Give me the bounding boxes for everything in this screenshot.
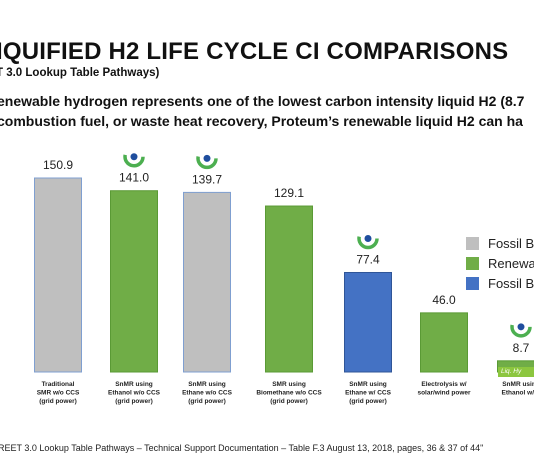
proteum-logo-dot	[517, 323, 525, 331]
legend-swatch-green	[466, 257, 479, 270]
category-label: (grid power)	[270, 398, 308, 405]
legend-item-fossil-blue: Fossil Bas	[466, 276, 534, 291]
bar	[344, 271, 392, 373]
bar	[265, 205, 313, 373]
proteum-logo-icon	[196, 147, 218, 170]
data-label: 150.9	[43, 158, 73, 172]
chart-subtitle: T 3.0 Lookup Table Pathways)	[0, 67, 160, 79]
legend-item-fossil-grey: Fossil Bas	[466, 236, 534, 251]
proteum-logo-dot	[130, 153, 138, 161]
data-label: 141.0	[119, 171, 149, 185]
category-label: Biomethane w/o CCS	[256, 390, 322, 397]
chart-title: IQUIFIED H2 LIFE CYCLE CI COMPARISONS	[0, 38, 509, 65]
proteum-logo-icon	[357, 227, 379, 250]
description-line-1: enewable hydrogen represents one of the …	[0, 93, 525, 109]
legend-label: Fossil Bas	[488, 276, 534, 291]
legend-label: Fossil Bas	[488, 236, 534, 251]
category-label: SnMR using	[115, 381, 153, 388]
proteum-logo-dot	[203, 154, 211, 162]
data-label: 139.7	[192, 172, 222, 186]
category-label: Traditional	[42, 381, 75, 388]
category-label: SnMR using	[349, 381, 387, 388]
footnote: REET 3.0 Lookup Table Pathways – Technic…	[0, 443, 484, 453]
category-label: (grid power)	[188, 398, 226, 405]
proteum-logo-dot	[364, 234, 372, 242]
bar	[420, 312, 468, 373]
proteum-logo-icon	[123, 145, 145, 168]
data-label: 8.7	[513, 341, 530, 355]
category-label: Electrolysis w/	[421, 381, 466, 388]
data-label: 129.1	[274, 186, 304, 200]
category-label: Ethanol w/ C	[502, 390, 534, 397]
bar	[110, 190, 158, 373]
legend-label: Renewabl	[488, 256, 534, 271]
legend-swatch-grey	[466, 237, 479, 250]
bar	[183, 191, 231, 373]
category-label: Ethane w/o CCS	[182, 390, 233, 397]
liquid-hydrogen-badge: Liq. Hy	[498, 367, 534, 377]
data-label: 77.4	[356, 252, 380, 266]
category-label: (grid power)	[349, 398, 387, 405]
legend-item-renewable: Renewabl	[466, 256, 534, 271]
bar	[34, 177, 82, 373]
category-label: SnMR using	[188, 381, 226, 388]
category-label: SMR using	[272, 381, 306, 388]
category-label: (grid power)	[39, 398, 77, 405]
legend-swatch-blue	[466, 277, 479, 290]
category-label: SMR w/o CCS	[37, 390, 80, 397]
category-label: SnMR using	[502, 381, 534, 388]
description-line-2: combustion fuel, or waste heat recovery,…	[0, 113, 523, 129]
data-label: 46.0	[432, 293, 456, 307]
category-label: Ethane w/ CCS	[345, 390, 392, 397]
category-label: solar/wind power	[417, 390, 471, 397]
category-label: Ethanol w/o CCS	[108, 390, 161, 397]
proteum-logo-icon	[510, 316, 532, 338]
category-label: (grid power)	[115, 398, 153, 405]
